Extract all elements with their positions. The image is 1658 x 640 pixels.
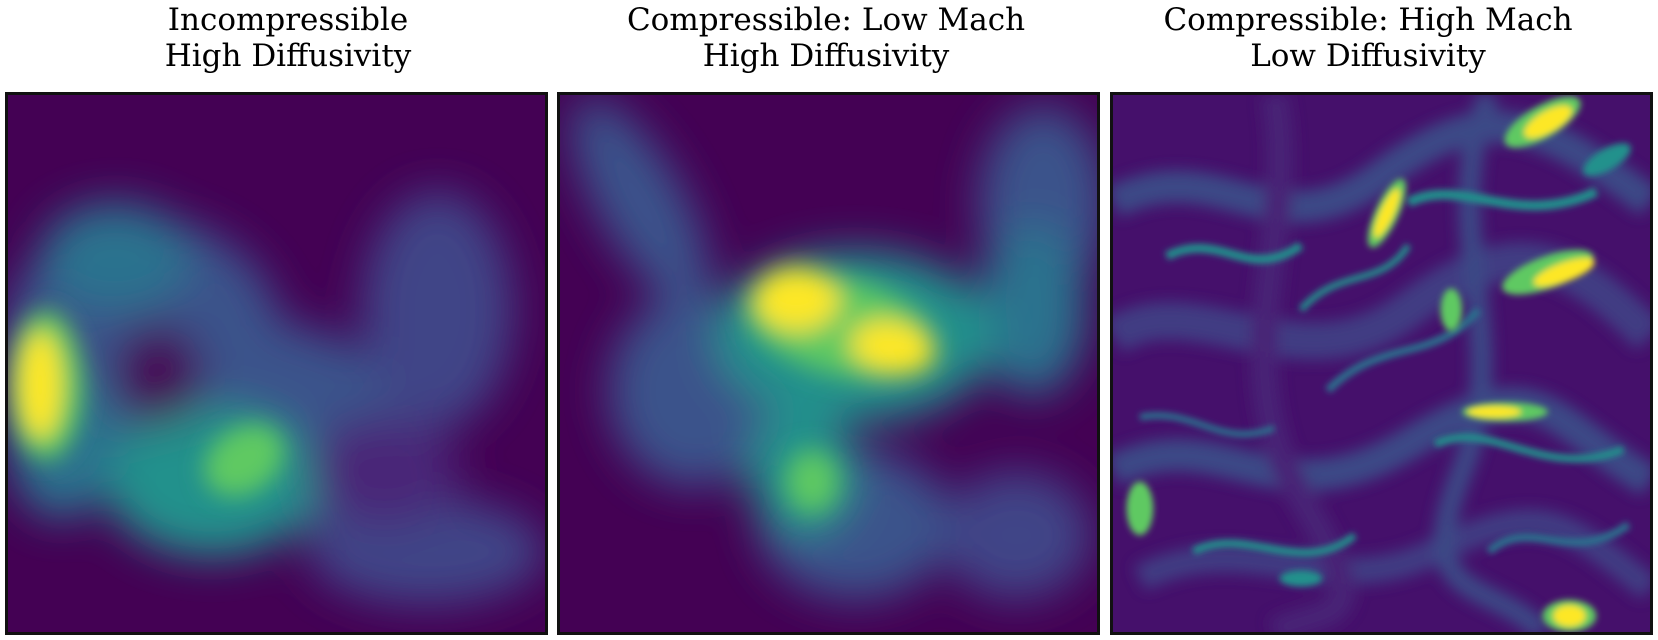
compressible-high-mach-field-image — [1110, 92, 1653, 635]
panel-1-title-line2: High Diffusivity — [164, 38, 412, 74]
compressible-low-mach-field-image — [557, 92, 1100, 635]
panel-1-title: Incompressible High Diffusivity — [30, 2, 546, 74]
panel-3-title: Compressible: High Mach Low Diffusivity — [1110, 2, 1626, 74]
panel-2-title-line1: Compressible: Low Mach — [626, 2, 1026, 38]
panel-3-title-line2: Low Diffusivity — [1250, 38, 1486, 74]
panel-1-title-line1: Incompressible — [167, 2, 409, 38]
panel-2-title-line2: High Diffusivity — [702, 38, 950, 74]
panel-3-title-line1: Compressible: High Mach — [1163, 2, 1573, 38]
incompressible-field-image — [5, 92, 548, 635]
panel-2-title: Compressible: Low Mach High Diffusivity — [568, 2, 1084, 74]
